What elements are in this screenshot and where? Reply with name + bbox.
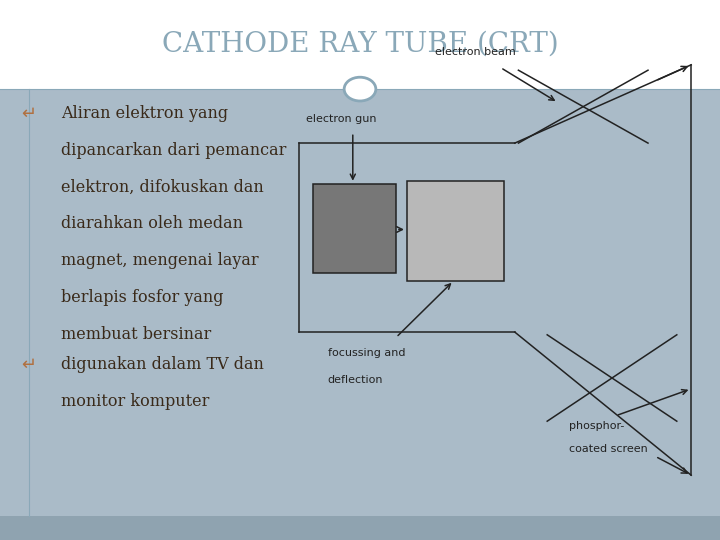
- Text: ↵: ↵: [22, 356, 37, 374]
- Text: coated screen: coated screen: [569, 444, 647, 454]
- Text: digunakan dalam TV dan: digunakan dalam TV dan: [61, 356, 264, 373]
- Bar: [0, 516, 720, 540]
- Bar: [0, 0, 720, 89]
- Text: berlapis fosfor yang: berlapis fosfor yang: [61, 289, 224, 306]
- Text: magnet, mengenai layar: magnet, mengenai layar: [61, 252, 258, 269]
- Text: deflection: deflection: [328, 375, 383, 386]
- Text: CATHODE RAY TUBE (CRT): CATHODE RAY TUBE (CRT): [161, 31, 559, 58]
- Text: dipancarkan dari pemancar: dipancarkan dari pemancar: [61, 142, 287, 159]
- Text: focussing and: focussing and: [328, 348, 405, 359]
- Text: diarahkan oleh medan: diarahkan oleh medan: [61, 215, 243, 232]
- Text: phosphor-: phosphor-: [569, 421, 624, 431]
- Text: elektron, difokuskan dan: elektron, difokuskan dan: [61, 179, 264, 195]
- Text: electron beam: electron beam: [435, 46, 516, 57]
- Text: monitor komputer: monitor komputer: [61, 393, 210, 410]
- Circle shape: [344, 77, 376, 101]
- Bar: [313, 184, 396, 273]
- Text: Aliran elektron yang: Aliran elektron yang: [61, 105, 228, 122]
- Text: electron gun: electron gun: [306, 114, 377, 124]
- Text: ↵: ↵: [22, 105, 37, 123]
- Text: membuat bersinar: membuat bersinar: [61, 326, 212, 342]
- Bar: [407, 181, 504, 281]
- Bar: [0, 89, 720, 516]
